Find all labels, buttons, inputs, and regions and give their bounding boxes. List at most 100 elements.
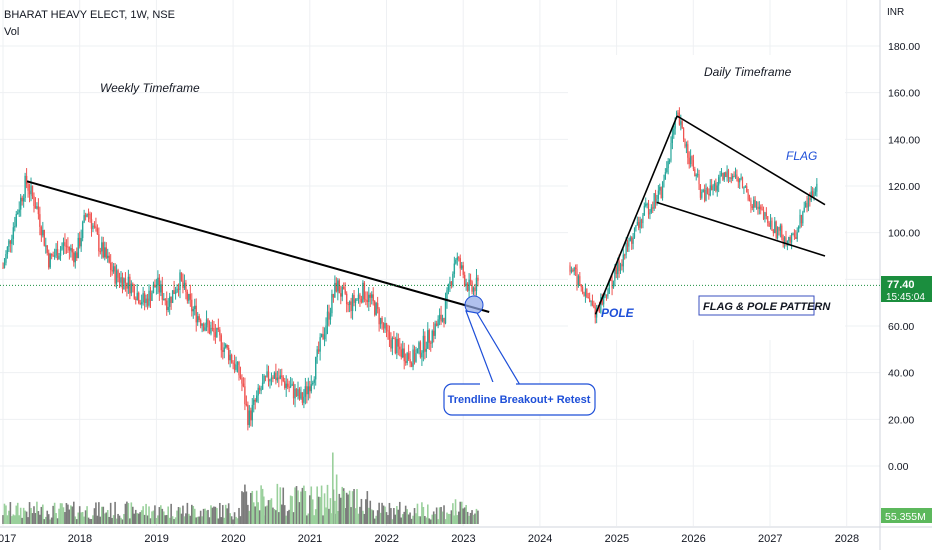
candle-body (220, 335, 222, 351)
symbol-title: BHARAT HEAVY ELECT, 1W, NSE (4, 9, 175, 21)
daily-candle-body (715, 183, 717, 191)
candle-body (294, 388, 296, 399)
candle-body (244, 386, 246, 405)
daily-candle-body (739, 178, 741, 183)
candle-body (317, 349, 320, 352)
candle-body (245, 404, 248, 406)
volume-bar (16, 502, 19, 524)
volume-bar (252, 502, 255, 524)
candle-body (384, 323, 386, 329)
candle-body (251, 404, 253, 421)
daily-candle-body (642, 215, 644, 224)
candle-body (14, 226, 16, 228)
volume-bar (238, 507, 240, 524)
volume-bar (19, 507, 22, 524)
daily-candle-body (629, 237, 631, 242)
candle-body (229, 354, 231, 361)
volume-bar (44, 516, 47, 524)
candle-body (276, 377, 279, 381)
volume-bar (162, 511, 165, 524)
volume-bar (468, 515, 470, 524)
candle-body (472, 287, 475, 292)
candle-body (253, 399, 255, 405)
volume-bar (429, 519, 432, 524)
candle-body (76, 252, 78, 259)
x-tick-label: 2027 (758, 533, 782, 545)
volume-bar (406, 509, 408, 524)
volume-bar (388, 502, 391, 524)
daily-candle-body (783, 237, 786, 244)
candle-body (191, 299, 193, 312)
daily-candle-body (730, 177, 732, 179)
candle-body (357, 294, 360, 299)
daily-candle-body (624, 254, 626, 256)
daily-candle-body (577, 276, 580, 286)
candle-body (124, 278, 127, 283)
candle-body (73, 252, 75, 263)
x-tick-label: 2026 (681, 533, 705, 545)
daily-candle-body (750, 201, 752, 207)
daily-candle-body (800, 214, 803, 224)
candle-body (366, 300, 369, 303)
volume-bar (248, 510, 251, 524)
daily-candle-body (708, 193, 710, 196)
candle-body (360, 299, 363, 303)
volume-bar (255, 490, 258, 524)
candle-body (300, 392, 302, 399)
candle-body (49, 253, 51, 268)
volume-bar (422, 506, 425, 524)
x-tick-label: 2024 (528, 533, 552, 545)
candle-body (27, 183, 29, 191)
candle-body (292, 383, 295, 399)
candle-body (256, 395, 258, 402)
daily-candle-body (727, 170, 730, 179)
candle-body (219, 329, 221, 336)
daily-candle-body (650, 207, 652, 213)
candle-body (197, 316, 199, 323)
volume-bar (195, 517, 198, 524)
candle-body (109, 262, 112, 270)
volume-bar (241, 491, 243, 524)
volume-bar (210, 505, 212, 524)
volume-bar (230, 516, 233, 524)
candle-body (347, 304, 349, 306)
daily-candle-body (758, 206, 760, 210)
candle-body (114, 266, 116, 284)
volume-bars (2, 452, 479, 524)
volume-bar (68, 509, 71, 524)
candle-body (341, 286, 343, 297)
candle-body (135, 298, 137, 300)
candle-body (199, 319, 202, 326)
volume-bar (382, 505, 385, 524)
candle-body (222, 350, 224, 352)
volume-bar (46, 510, 49, 524)
volume-bar (300, 491, 302, 524)
volume-bar (205, 510, 208, 524)
volume-bar (204, 508, 206, 524)
daily-candle-body (639, 219, 641, 228)
candle-body (8, 240, 10, 247)
volume-bar (309, 495, 311, 524)
candle-body (319, 337, 321, 352)
callout-text: Trendline Breakout+ Retest (448, 394, 591, 406)
daily-candle-body (744, 186, 746, 188)
daily-candle-body (814, 191, 817, 194)
candle-body (133, 286, 135, 299)
volume-bar (201, 516, 203, 524)
volume-bar (450, 510, 453, 524)
pattern-label-box (698, 295, 815, 316)
candle-body (286, 383, 289, 387)
volume-bar (404, 505, 407, 524)
daily-candle-body (687, 144, 689, 158)
volume-bar (36, 501, 38, 524)
volume-bar (136, 513, 139, 524)
candle-body (160, 284, 162, 293)
volume-bar (368, 507, 370, 524)
candle-body (288, 386, 290, 388)
volume-bar (173, 519, 175, 524)
candle-body (198, 316, 200, 320)
candle-body (378, 308, 380, 325)
volume-bar (154, 505, 156, 524)
candle-body (92, 225, 94, 229)
